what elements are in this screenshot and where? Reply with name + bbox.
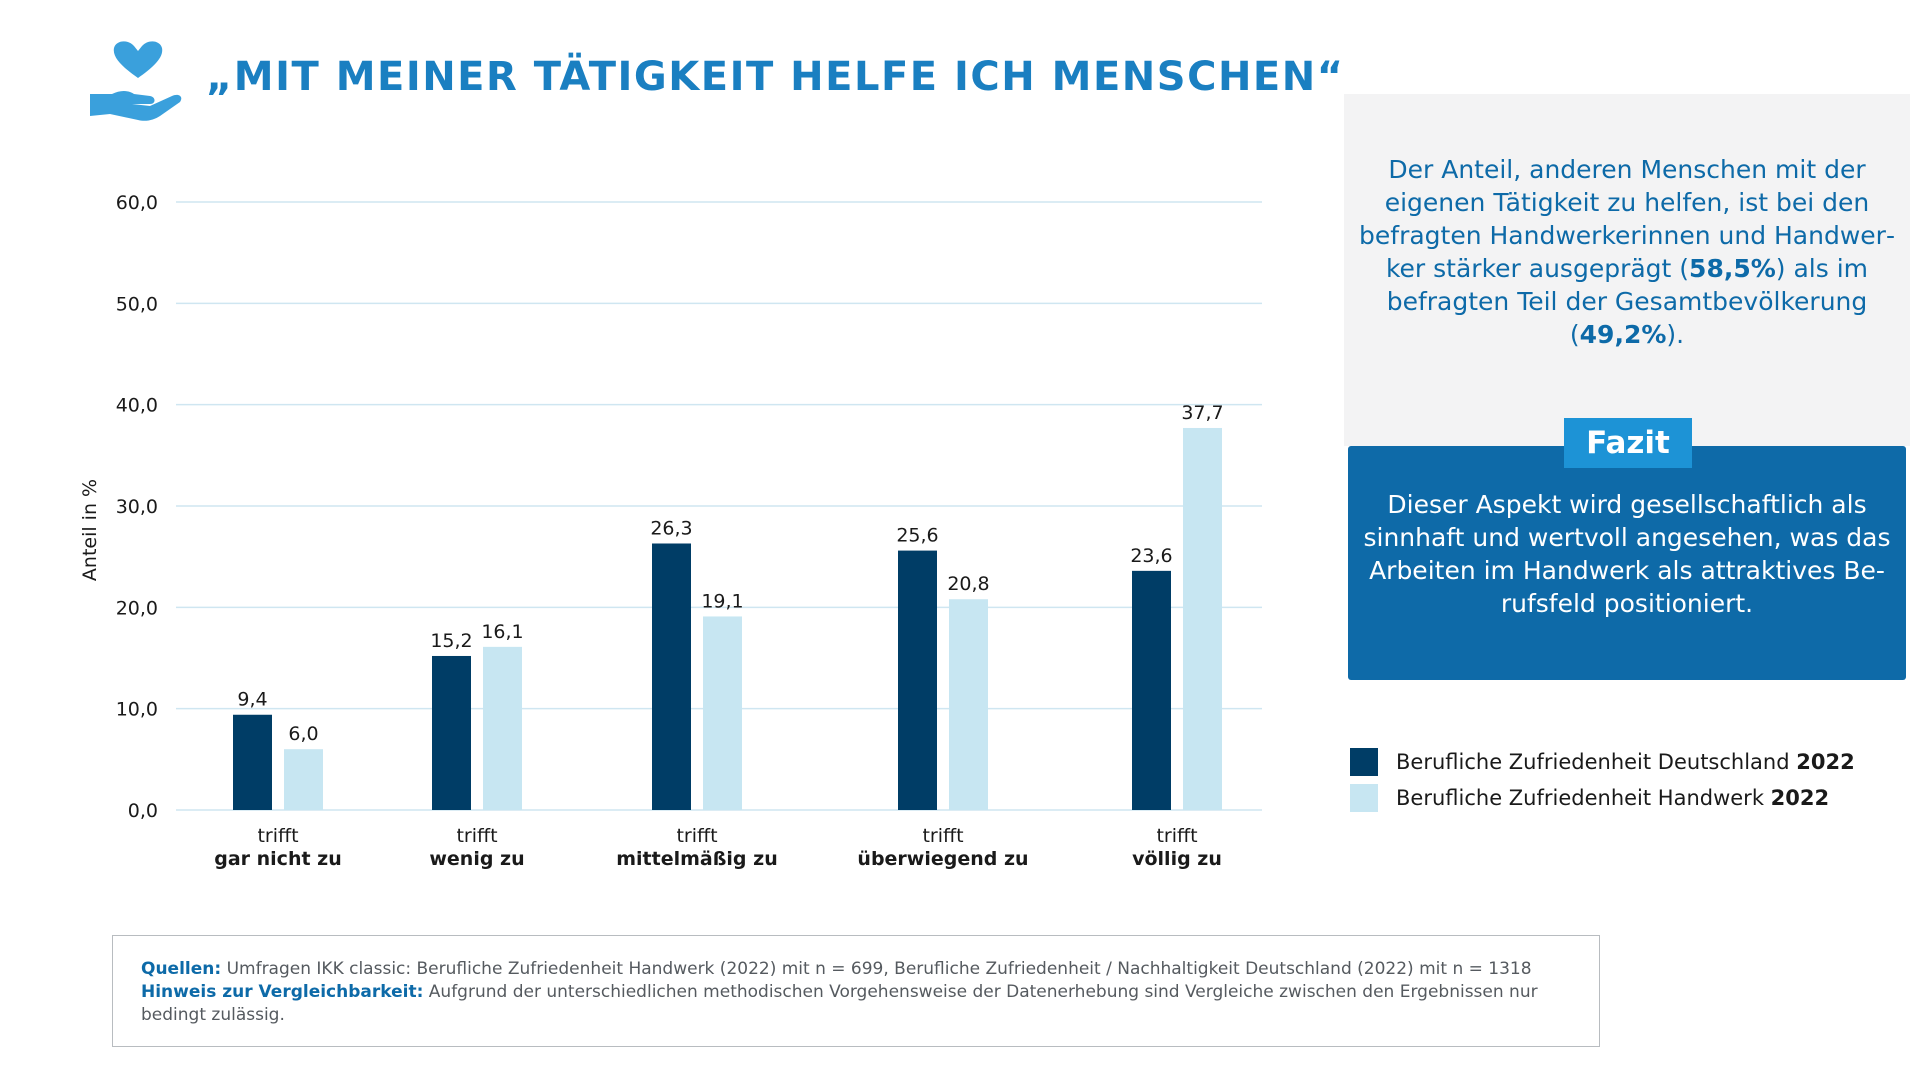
note-text: Aufgrund der unterschiedlichen methodisc…	[141, 982, 1538, 1025]
comparability-note: Hinweis zur Vergleichbarkeit: Aufgrund d…	[141, 981, 1573, 1027]
bar-deutschland	[1132, 570, 1171, 810]
bar-handwerk	[1183, 427, 1222, 810]
x-category-line2: gar nicht zu	[214, 848, 342, 870]
data-label: 15,2	[430, 630, 472, 652]
bar-handwerk	[703, 616, 742, 810]
info-highlight-handwerk: 58,5%	[1689, 254, 1776, 283]
fazit-text: Dieser Aspekt wird gesellschaft­lich als…	[1363, 490, 1891, 618]
heart-in-hand-icon	[90, 41, 182, 121]
sources-text: Umfragen IKK classic: Berufliche Zufried…	[226, 959, 1532, 979]
page-title: „MIT MEINER TÄTIGKEIT HELFE ICH MENSCHEN…	[206, 54, 1345, 100]
y-tick-label: 0,0	[128, 800, 158, 822]
sources-line: Quellen: Umfragen IKK classic: Beruflich…	[141, 958, 1573, 981]
bar-deutschland	[652, 543, 691, 810]
y-tick-label: 50,0	[116, 293, 158, 315]
note-label: Hinweis zur Vergleichbarkeit:	[141, 982, 424, 1002]
legend-label-handwerk: Berufliche Zufriedenheit Handwerk	[1396, 786, 1771, 810]
data-label: 19,1	[701, 590, 743, 612]
x-category-line2: wenig zu	[429, 848, 524, 870]
bar-handwerk	[284, 749, 323, 810]
fazit-label: Fazit	[1564, 418, 1692, 468]
bar-handwerk	[949, 599, 988, 810]
x-category-line1: trifft	[922, 825, 963, 847]
data-label: 23,6	[1130, 545, 1172, 567]
chart-gridlines	[176, 201, 1262, 811]
y-tick-label: 60,0	[116, 192, 158, 214]
info-highlight-gesamt: 49,2%	[1579, 320, 1667, 349]
fazit-box	[1348, 446, 1906, 680]
data-label: 16,1	[481, 621, 523, 643]
info-text: Der Anteil, anderen Menschen mit der eig…	[1359, 155, 1895, 349]
bar-deutschland	[432, 655, 471, 810]
data-label: 25,6	[896, 525, 938, 547]
data-label: 9,4	[237, 689, 267, 711]
data-labels: 9,4 6,0 15,2 16,1 26,3 19,1 25,6 20,8 23,6 37,7	[237, 402, 1223, 745]
x-category-line2: überwiegend zu	[857, 848, 1028, 870]
data-label: 37,7	[1181, 402, 1223, 424]
chart-legend: Berufliche Zufriedenheit Deutschland 202…	[1350, 744, 1855, 816]
bar-handwerk	[483, 646, 522, 810]
data-label: 26,3	[650, 517, 692, 539]
x-category-line1: trifft	[456, 825, 497, 847]
y-tick-label: 20,0	[116, 597, 158, 619]
x-category-line1: trifft	[1156, 825, 1197, 847]
bar-chart: 0,0 10,0 20,0 30,0 40,0 50,0 60,0 9,4 6,0 15,2 16…	[79, 192, 1262, 870]
y-tick-label: 30,0	[116, 496, 158, 518]
legend-year-deutschland: 2022	[1796, 750, 1855, 774]
chart-bars	[233, 427, 1222, 810]
legend-swatch-light	[1350, 784, 1378, 812]
y-axis-title: Anteil in %	[79, 479, 101, 581]
y-tick-label: 10,0	[116, 699, 158, 721]
info-box	[1344, 94, 1910, 446]
x-category-line1: trifft	[676, 825, 717, 847]
legend-item-deutschland: Berufliche Zufriedenheit Deutschland 202…	[1350, 744, 1855, 780]
sources-box: Quellen: Umfragen IKK classic: Beruflich…	[112, 935, 1600, 1047]
data-label: 6,0	[288, 723, 318, 745]
y-tick-label: 40,0	[116, 395, 158, 417]
legend-year-handwerk: 2022	[1770, 786, 1830, 810]
x-category-line1: trifft	[257, 825, 298, 847]
x-category-line2: mittelmäßig zu	[616, 848, 777, 870]
y-axis-ticks: 0,0 10,0 20,0 30,0 40,0 50,0 60,0	[116, 192, 158, 822]
bar-deutschland	[233, 714, 272, 810]
data-label: 20,8	[947, 573, 989, 595]
legend-swatch-dark	[1350, 748, 1378, 776]
legend-item-handwerk: Berufliche Zufriedenheit Handwerk 2022	[1350, 780, 1855, 816]
bar-deutschland	[898, 550, 937, 810]
sources-label: Quellen:	[141, 959, 222, 979]
x-category-line2: völlig zu	[1132, 848, 1222, 870]
legend-label-deutschland: Berufliche Zufriedenheit Deutschland	[1396, 750, 1797, 774]
